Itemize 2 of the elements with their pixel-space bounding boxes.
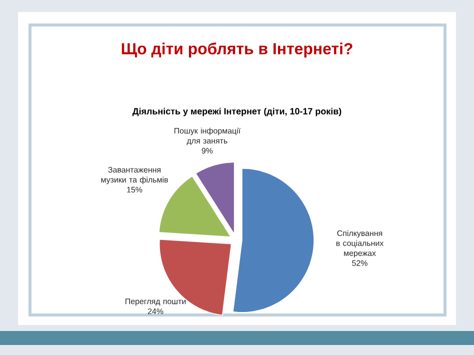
chart-title: Що діти роблять в Інтернеті? xyxy=(122,42,352,58)
chart-subtitle: Діяльність у мережі Інтернет (діти, 10-17 років) xyxy=(132,108,342,116)
